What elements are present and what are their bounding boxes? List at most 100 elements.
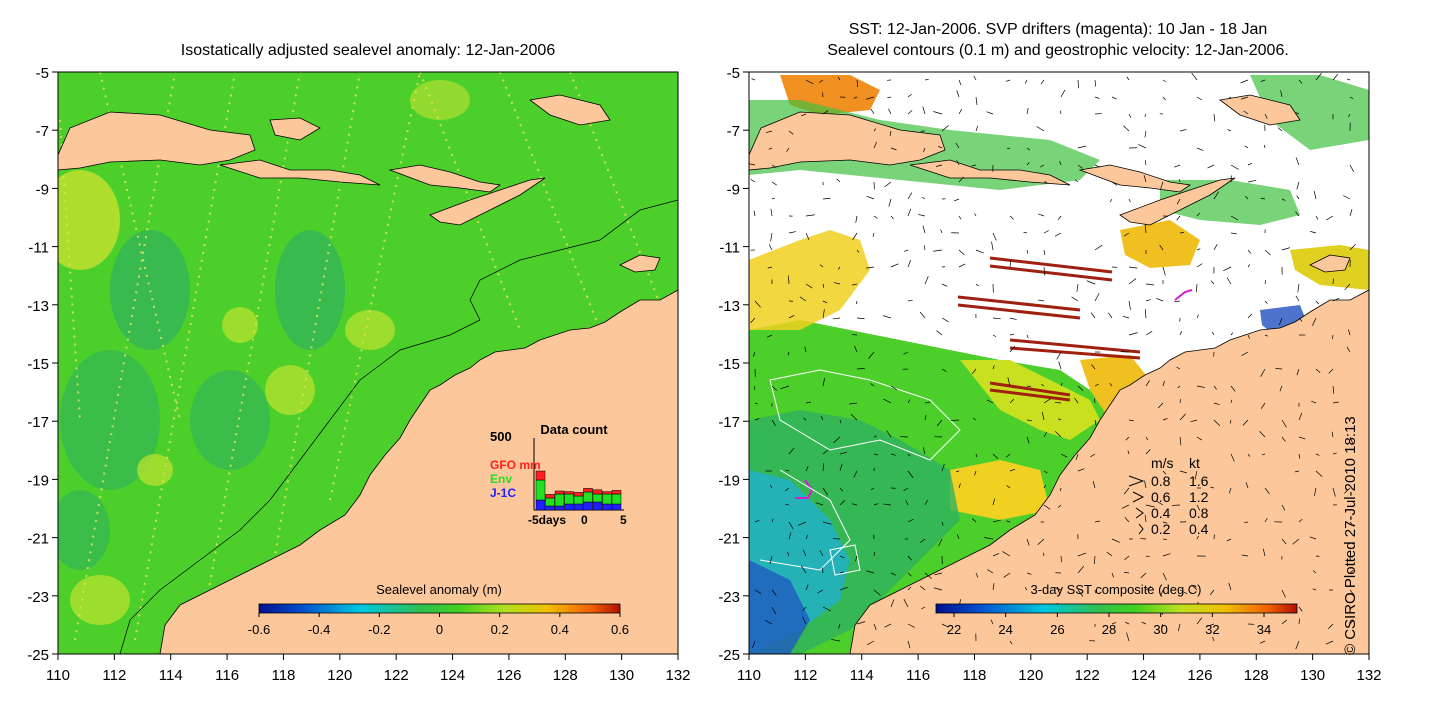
right-x-tick-label: 120 xyxy=(1018,667,1043,684)
left-x-tick-label: 132 xyxy=(665,667,690,684)
legend-header-ms: m/s xyxy=(1151,455,1174,471)
data-count-bar xyxy=(592,501,603,511)
left-y-tick-label: -9 xyxy=(36,181,49,198)
sla-colorbar-ticks: -0.6 -0.4 -0.2 0 0.2 0.4 0.6 xyxy=(248,613,629,637)
right-y-tick-label: -9 xyxy=(727,181,740,198)
right-y-tick-label: -17 xyxy=(718,414,740,431)
left-x-tick-label: 126 xyxy=(496,667,521,684)
data-count-bar xyxy=(611,493,622,505)
data-count-bar xyxy=(592,489,603,495)
sst-colorbar xyxy=(935,603,1298,614)
data-count-bar xyxy=(583,501,593,511)
right-x-tick-label: 124 xyxy=(1131,667,1156,684)
right-panel-title-line1: SST: 12-Jan-2006. SVP drifters (magenta)… xyxy=(848,21,1268,38)
data-count-bar xyxy=(611,490,622,495)
data-count-bar xyxy=(545,505,555,511)
left-panel-title: Isostatically adjusted sealevel anomaly:… xyxy=(180,42,556,59)
velocity-arrows xyxy=(749,72,1356,650)
data-count-bar xyxy=(602,493,612,505)
left-y-tick-label: -11 xyxy=(28,240,49,257)
right-x-tick-label: 118 xyxy=(962,667,986,684)
right-x-tick-label: 110 xyxy=(737,667,761,684)
sst-colorbar-label: 3-day SST composite (deg C) xyxy=(1031,582,1202,597)
data-count-bar xyxy=(564,493,574,505)
left-y-tick-label: -5 xyxy=(36,65,49,82)
legend-kt-value: 0.4 xyxy=(1189,521,1209,537)
data-count-bar xyxy=(583,491,593,503)
data-count-x-start: -5days xyxy=(528,513,566,527)
legend-kt-value: 0.8 xyxy=(1189,505,1209,521)
right-y-tick-label: -15 xyxy=(718,356,740,373)
land xyxy=(58,94,678,654)
data-count-bar xyxy=(545,494,555,499)
sla-colorbar-tick: 0.2 xyxy=(491,622,509,637)
data-count-x-end: 5 xyxy=(620,513,627,527)
right-x-tick-label: 112 xyxy=(793,667,817,684)
left-y-tick-label: -21 xyxy=(27,531,49,548)
legend-arrow-icon xyxy=(1132,491,1145,503)
sla-colorbar-tick: -0.4 xyxy=(308,622,330,637)
legend-kt-value: 1.2 xyxy=(1189,489,1209,505)
left-x-tick-label: 124 xyxy=(440,667,465,684)
right-x-tick-label: 116 xyxy=(906,667,930,684)
legend-env: Env xyxy=(490,472,512,486)
sst-map: -5 -7 -9 -11 -13 -15 -17 -19 -21 -23 -25 110 112 114… xyxy=(718,65,1381,684)
data-count-bar xyxy=(535,499,546,511)
drifter-tracks xyxy=(957,256,1141,402)
legend-ms-value: 0.6 xyxy=(1151,489,1171,505)
sla-colorbar-tick: -0.2 xyxy=(368,622,390,637)
data-count-bar xyxy=(535,470,546,481)
svp-drifter xyxy=(1174,289,1193,301)
data-count-inset: Data count 500 GFO mm Env J-1C -5days 0 … xyxy=(490,422,627,527)
right-x-tick-label: 132 xyxy=(1356,667,1381,684)
data-count-bar xyxy=(573,492,584,497)
right-y-tick-label: -11 xyxy=(719,240,740,257)
legend-ms-value: 0.2 xyxy=(1151,521,1171,537)
right-x-tick-label: 126 xyxy=(1187,667,1212,684)
right-y-tick-label: -23 xyxy=(718,589,740,606)
left-y-tick-label: -15 xyxy=(27,356,49,373)
left-y-tick-label: -7 xyxy=(36,123,49,140)
left-x-tick-label: 122 xyxy=(384,667,409,684)
sst-colorbar-tick: 34 xyxy=(1257,622,1271,637)
right-y-tick-label: -25 xyxy=(718,647,740,664)
data-count-bar xyxy=(602,491,612,495)
sst-colorbar-tick: 22 xyxy=(947,622,961,637)
data-count-bar xyxy=(554,490,565,495)
right-panel-title-line2: Sealevel contours (0.1 m) and geostrophi… xyxy=(827,42,1289,59)
sealevel-anomaly-map: -5 -7 -9 -11 -13 -15 -17 -19 -21 -23 -25 110 112 114… xyxy=(27,65,690,684)
data-count-bar xyxy=(602,503,612,511)
data-count-bars xyxy=(535,470,622,511)
svp-drifter xyxy=(795,479,814,499)
right-x-tick-label: 122 xyxy=(1075,667,1100,684)
right-y-axis: -5 -7 -9 -11 -13 -15 -17 -19 -21 -23 -25 xyxy=(718,65,749,664)
sla-colorbar xyxy=(258,603,621,614)
data-count-bar xyxy=(554,493,565,507)
data-count-bar xyxy=(573,495,584,505)
legend-ms-value: 0.8 xyxy=(1151,473,1171,489)
left-y-tick-label: -17 xyxy=(27,414,49,431)
left-y-tick-label: -19 xyxy=(27,472,49,489)
data-count-bar xyxy=(583,488,593,493)
data-count-bar xyxy=(564,491,574,495)
right-y-tick-label: -5 xyxy=(727,65,740,82)
legend-ms-value: 0.4 xyxy=(1151,505,1171,521)
left-y-tick-label: -23 xyxy=(27,589,49,606)
data-count-bar xyxy=(545,497,555,507)
right-y-tick-label: -21 xyxy=(718,531,740,548)
right-y-tick-label: -7 xyxy=(727,123,740,140)
sla-colorbar-label: Sealevel anomaly (m) xyxy=(376,582,502,597)
left-x-tick-label: 114 xyxy=(159,667,183,684)
legend-gfo: GFO mm xyxy=(490,458,541,472)
left-y-tick-label: -25 xyxy=(27,647,49,664)
data-count-ymax: 500 xyxy=(490,429,512,444)
data-count-bar xyxy=(564,503,574,511)
sla-field xyxy=(58,72,678,654)
sla-colorbar-tick: 0.4 xyxy=(551,622,569,637)
right-x-tick-label: 130 xyxy=(1300,667,1325,684)
left-x-axis: 110 112 114 116 118 120 122 124 126 128 130 132 xyxy=(46,654,690,684)
sla-colorbar-tick: -0.6 xyxy=(248,622,270,637)
legend-j1c: J-1C xyxy=(490,486,516,500)
left-x-tick-label: 112 xyxy=(102,667,126,684)
right-y-tick-label: -13 xyxy=(718,298,740,315)
